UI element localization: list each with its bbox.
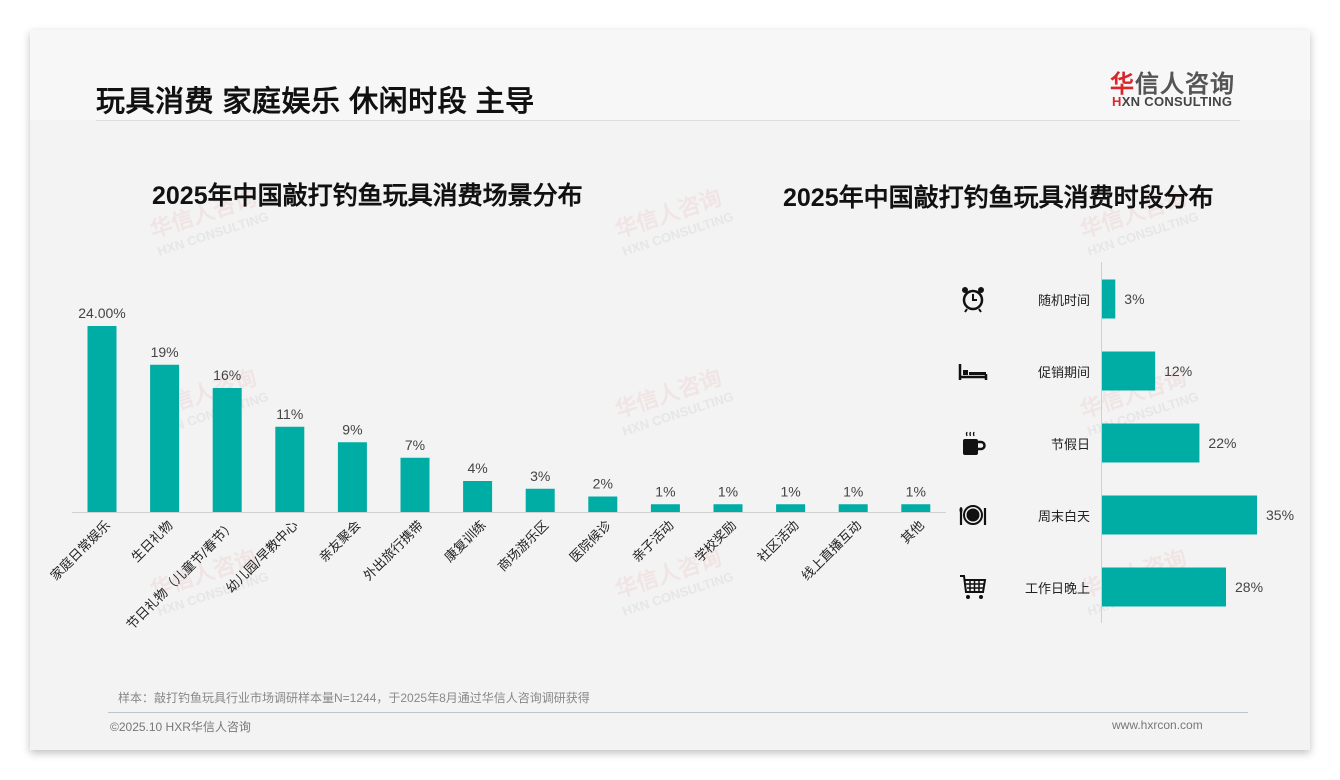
data-label: 2%	[593, 476, 613, 492]
category-label: 外出旅行携带	[360, 518, 426, 584]
bar	[1102, 495, 1257, 535]
bar	[1102, 567, 1226, 607]
logo-red-char: 华	[1110, 71, 1135, 98]
bar	[776, 504, 806, 512]
category-label: 医院候诊	[567, 518, 614, 565]
data-label: 9%	[342, 421, 362, 437]
logo: 华信人咨询	[1110, 64, 1235, 99]
category-label: 社区活动	[754, 518, 802, 566]
website-url: www.hxrcon.com	[1112, 718, 1203, 732]
data-label: 16%	[213, 367, 241, 383]
bar	[400, 457, 430, 512]
copyright: ©2025.10 HXR华信人咨询	[110, 720, 251, 734]
data-label: 1%	[843, 483, 863, 499]
category-label: 其他	[899, 518, 928, 547]
category-label: 生日礼物	[128, 518, 176, 566]
footer-divider	[108, 712, 1248, 713]
bar	[87, 326, 117, 512]
bar	[275, 426, 305, 512]
data-label: 1%	[780, 483, 800, 499]
bed-icon	[958, 364, 988, 380]
slide-card: 玩具消费 家庭娱乐 休闲时段 主导 华信人咨询 HXN CONSULTING 华…	[30, 30, 1310, 750]
data-label: 35%	[1266, 507, 1294, 523]
page-title: 玩具消费 家庭娱乐 休闲时段 主导	[96, 86, 535, 118]
bar	[838, 504, 868, 512]
category-label: 周末白天	[1037, 509, 1090, 524]
data-label: 7%	[405, 437, 425, 453]
left-chart-title: 2025年中国敲打钓鱼玩具消费场景分布	[152, 182, 583, 210]
category-label: 促销期间	[1037, 365, 1090, 380]
bar	[212, 388, 242, 512]
data-label: 1%	[718, 483, 738, 499]
right-chart-title: 2025年中国敲打钓鱼玩具消费时段分布	[783, 184, 1214, 212]
bar	[150, 364, 180, 512]
header	[30, 30, 1310, 120]
bar	[650, 504, 680, 512]
logo-cn-text: 信人咨询	[1135, 71, 1235, 98]
data-label: 19%	[151, 344, 179, 360]
coffee-mug-icon	[963, 431, 986, 455]
bar	[901, 504, 931, 512]
logo-en-red: H	[1112, 94, 1122, 109]
category-label: 节日礼物（儿童节/春节）	[123, 518, 239, 634]
data-label: 22%	[1208, 435, 1236, 451]
data-label: 24.00%	[78, 305, 125, 321]
plate-cutlery-icon	[959, 505, 987, 525]
data-label: 4%	[467, 460, 487, 476]
bar	[713, 504, 743, 512]
sample-note: 样本：敲打钓鱼玩具行业市场调研样本量N=1244，于2025年8月通过华信人咨询…	[118, 691, 590, 705]
bar	[588, 496, 618, 512]
bar	[525, 488, 555, 512]
category-label: 随机时间	[1037, 293, 1090, 308]
category-label: 亲友聚会	[316, 518, 364, 566]
category-label: 线上直播互动	[799, 518, 865, 584]
data-label: 1%	[906, 483, 926, 499]
category-label: 康复训练	[441, 518, 489, 566]
data-label: 11%	[276, 406, 303, 422]
header-divider	[96, 120, 1240, 121]
data-label: 3%	[1124, 291, 1144, 307]
alarm-clock-icon	[962, 287, 984, 313]
category-label: 商场游乐区	[495, 518, 552, 575]
logo-en-text: XN CONSULTING	[1121, 94, 1233, 109]
bar	[1102, 423, 1200, 463]
data-label: 1%	[655, 483, 675, 499]
shopping-cart-icon	[960, 575, 987, 599]
bar	[337, 442, 367, 512]
category-label: 学校奖励	[692, 518, 740, 566]
data-label: 12%	[1164, 363, 1192, 379]
logo-en: HXN CONSULTING	[1112, 94, 1232, 109]
bar	[463, 481, 493, 512]
category-label: 工作日晚上	[1024, 581, 1090, 596]
category-label: 节假日	[1050, 437, 1090, 452]
category-label: 家庭日常娱乐	[47, 518, 113, 584]
bar	[1102, 351, 1156, 391]
category-label: 亲子活动	[630, 518, 677, 565]
data-label: 28%	[1235, 579, 1263, 595]
bar	[1102, 279, 1116, 319]
data-label: 3%	[530, 468, 550, 484]
